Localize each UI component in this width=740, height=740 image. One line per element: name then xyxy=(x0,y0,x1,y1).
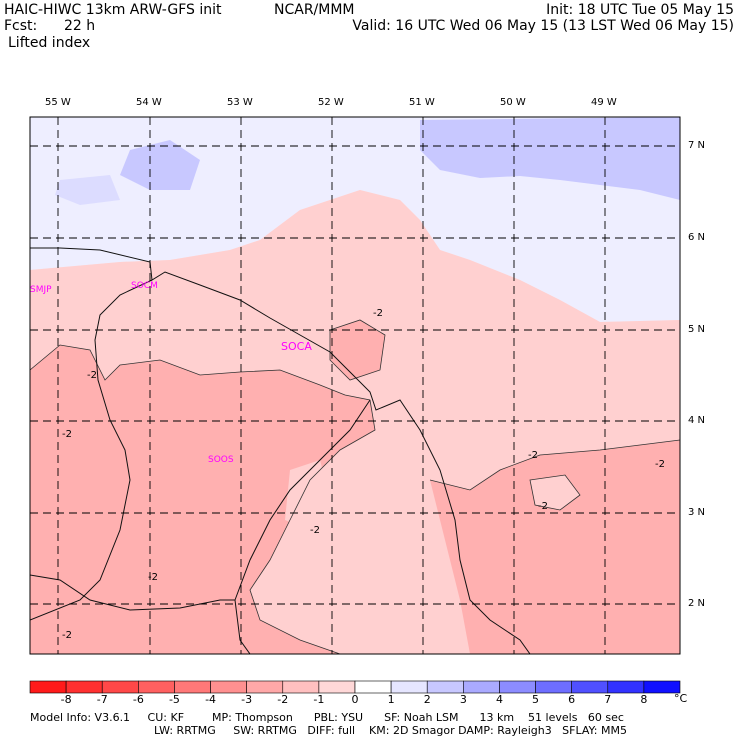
shaded-field xyxy=(30,117,680,654)
field-blue-mid-east xyxy=(420,117,680,200)
forecast-hour: 22 h xyxy=(64,18,96,34)
colorbar-tick-label: 5 xyxy=(532,693,540,706)
lon-label-55w: 55 W xyxy=(45,97,71,108)
model-title: HAIC-HIWC 13km ARW-GFS init xyxy=(4,2,222,18)
lon-label-53w: 53 W xyxy=(227,97,253,108)
model-info-line2: LW: RRTMG SW: RRTMG DIFF: full KM: 2D Sm… xyxy=(154,724,627,737)
lat-label-4n: 4 N xyxy=(688,415,706,426)
colorbar-swatch xyxy=(138,680,175,694)
colorbar-swatch xyxy=(607,680,645,694)
colorbar-tick-label: -5 xyxy=(168,693,180,706)
colorbar-tick-label: 2 xyxy=(423,693,431,706)
contour-label: -2 xyxy=(528,450,538,461)
colorbar-swatch xyxy=(499,680,536,694)
colorbar-swatch xyxy=(318,680,356,694)
field-pink-light-east xyxy=(530,475,580,510)
colorbar-tick-label: 4 xyxy=(495,693,503,706)
colorbar-swatch xyxy=(29,680,67,694)
field-pink-mid-west xyxy=(30,345,375,654)
field-blue-mid-far-west xyxy=(55,175,120,205)
model-info-line1: Model Info: V3.6.1 CU: KF MP: Thompson P… xyxy=(30,711,624,724)
colorbar-swatch xyxy=(246,680,284,694)
contour-line-west xyxy=(30,344,376,654)
station-smjp: SMJP xyxy=(30,285,52,295)
colorbar-swatch xyxy=(210,680,247,694)
colorbar-swatch xyxy=(354,680,392,694)
contour-label: -2 xyxy=(62,429,72,440)
colorbar-swatch xyxy=(643,680,681,694)
lon-label-52w: 52 W xyxy=(318,97,344,108)
contour-labels: -2 -2 -2 -2 -2 -2 -2 -2 -2 xyxy=(62,308,665,641)
colorbar-tick-label: -7 xyxy=(96,693,108,706)
colorbar-tick-label: 7 xyxy=(604,693,612,706)
lon-label-49w: 49 W xyxy=(591,97,617,108)
colorbar-tick-label: 8 xyxy=(640,693,648,706)
colorbar-tick-label: 1 xyxy=(387,693,395,706)
lon-label-51w: 51 W xyxy=(409,97,435,108)
contour-label: -2 xyxy=(538,501,548,512)
organization: NCAR/MMM xyxy=(274,2,355,18)
field-pink-mid-coast xyxy=(330,320,385,380)
contour-label: -2 xyxy=(655,459,665,470)
colorbar-unit: °C xyxy=(674,692,688,705)
contour-label: -2 xyxy=(310,525,320,536)
colorbar-swatch xyxy=(174,680,211,694)
colorbar-tick-label: -2 xyxy=(277,693,289,706)
lat-lon-grid xyxy=(30,117,680,654)
colorbar-tick-label: -8 xyxy=(60,693,72,706)
colorbar-tick-label: 0 xyxy=(351,693,359,706)
colorbar-tick-label: -3 xyxy=(241,693,253,706)
lon-label-50w: 50 W xyxy=(500,97,526,108)
lat-label-7n: 7 N xyxy=(688,140,706,151)
contour-line-east xyxy=(429,439,680,491)
contour-line-east-ring xyxy=(529,474,581,511)
contour-label: -2 xyxy=(62,630,72,641)
colorbar-tick-label: 3 xyxy=(459,693,467,706)
colorbar-swatch xyxy=(390,680,428,694)
lat-label-3n: 3 N xyxy=(688,507,706,518)
colorbar-swatch xyxy=(463,680,500,694)
lat-label-5n: 5 N xyxy=(688,324,706,335)
colorbar-swatch xyxy=(426,680,464,694)
contour-label: -2 xyxy=(373,308,383,319)
colorbar-swatch xyxy=(571,680,609,694)
colorbar-swatch xyxy=(535,680,572,694)
contour-label: -2 xyxy=(87,370,97,381)
lat-label-2n: 2 N xyxy=(688,598,706,609)
station-soca: SOCA xyxy=(281,340,312,353)
map-frame xyxy=(29,116,681,655)
colorbar-swatch xyxy=(65,680,103,694)
valid-time: Valid: 16 UTC Wed 06 May 15 (13 LST Wed … xyxy=(352,18,734,34)
contour-label: -2 xyxy=(148,572,158,583)
coastline xyxy=(30,247,531,654)
colorbar-swatch xyxy=(282,680,320,694)
field-blue-mid-west xyxy=(120,140,200,190)
lon-label-54w: 54 W xyxy=(136,97,162,108)
contour-line-coast xyxy=(329,319,386,381)
init-time: Init: 18 UTC Tue 05 May 15 xyxy=(546,2,734,18)
border-suriname-guiana xyxy=(30,279,153,621)
border-guiana-brazil xyxy=(234,399,371,654)
field-pink-light-patch xyxy=(285,460,330,530)
colorbar-tick-label: -1 xyxy=(313,693,325,706)
station-soos: SOOS xyxy=(208,455,234,465)
field-name: Lifted index xyxy=(8,35,91,51)
station-socm: SOCM xyxy=(131,281,158,291)
station-labels: SMJP SOCM SOCA SOOS xyxy=(30,281,312,465)
colorbar-swatch xyxy=(101,680,139,694)
colorbar-tick-label: -4 xyxy=(205,693,217,706)
forecast-label: Fcst: xyxy=(4,18,38,34)
colorbar-tick-label: -6 xyxy=(132,693,144,706)
lat-label-6n: 6 N xyxy=(688,232,706,243)
border-south xyxy=(30,574,235,611)
field-pink-mid-east xyxy=(430,440,680,654)
colorbar-tick-label: 6 xyxy=(568,693,576,706)
